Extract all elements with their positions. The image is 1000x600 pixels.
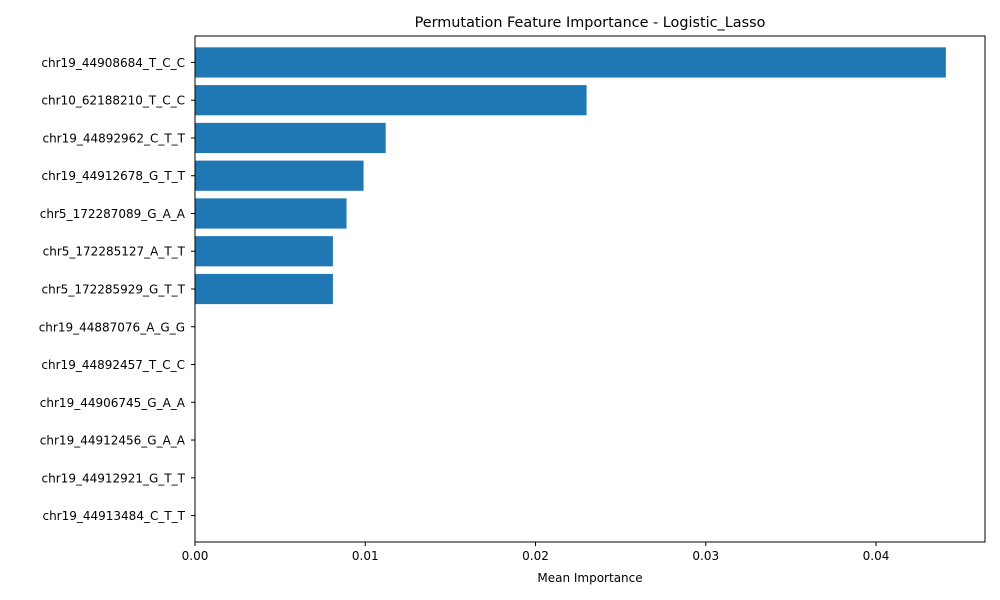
y-tick-label: chr19_44913484_C_T_T bbox=[42, 509, 185, 523]
y-tick-label: chr19_44887076_A_G_G bbox=[39, 320, 185, 334]
bar bbox=[195, 85, 587, 116]
y-tick-label: chr19_44908684_T_C_C bbox=[41, 56, 185, 70]
y-axis-ticks: chr19_44908684_T_C_C chr10_62188210_T_C_C… bbox=[39, 56, 195, 523]
y-tick-label: chr10_62188210_T_C_C bbox=[41, 94, 185, 108]
bars-group bbox=[195, 47, 946, 305]
y-tick-label: chr5_172285929_G_T_T bbox=[42, 283, 186, 297]
x-tick-label: 0.04 bbox=[863, 549, 890, 563]
y-tick-label: chr19_44912921_G_T_T bbox=[42, 471, 186, 485]
x-tick-label: 0.00 bbox=[182, 549, 209, 563]
chart-title: Permutation Feature Importance - Logisti… bbox=[415, 15, 766, 31]
bar bbox=[195, 236, 333, 267]
y-tick-label: chr19_44906745_G_A_A bbox=[40, 396, 186, 410]
bar bbox=[195, 198, 347, 229]
axes-frame bbox=[194, 35, 986, 543]
y-tick-label: chr19_44892457_T_C_C bbox=[41, 358, 185, 372]
bar bbox=[195, 122, 386, 154]
x-axis-label: Mean Importance bbox=[537, 571, 642, 585]
y-tick-label: chr19_44912456_G_A_A bbox=[40, 434, 186, 448]
y-tick-label: chr19_44912678_G_T_T bbox=[42, 169, 186, 183]
x-tick-label: 0.03 bbox=[692, 549, 719, 563]
x-tick-label: 0.01 bbox=[352, 549, 379, 563]
bar bbox=[195, 160, 364, 191]
y-tick-label: chr5_172285127_A_T_T bbox=[43, 245, 186, 259]
bar bbox=[195, 47, 946, 78]
bar bbox=[195, 273, 333, 305]
x-axis-ticks: 0.00 0.01 0.02 0.03 0.04 bbox=[182, 542, 890, 563]
x-tick-label: 0.02 bbox=[522, 549, 549, 563]
y-tick-label: chr19_44892962_C_T_T bbox=[42, 131, 185, 145]
y-tick-label: chr5_172287089_G_A_A bbox=[40, 207, 186, 221]
